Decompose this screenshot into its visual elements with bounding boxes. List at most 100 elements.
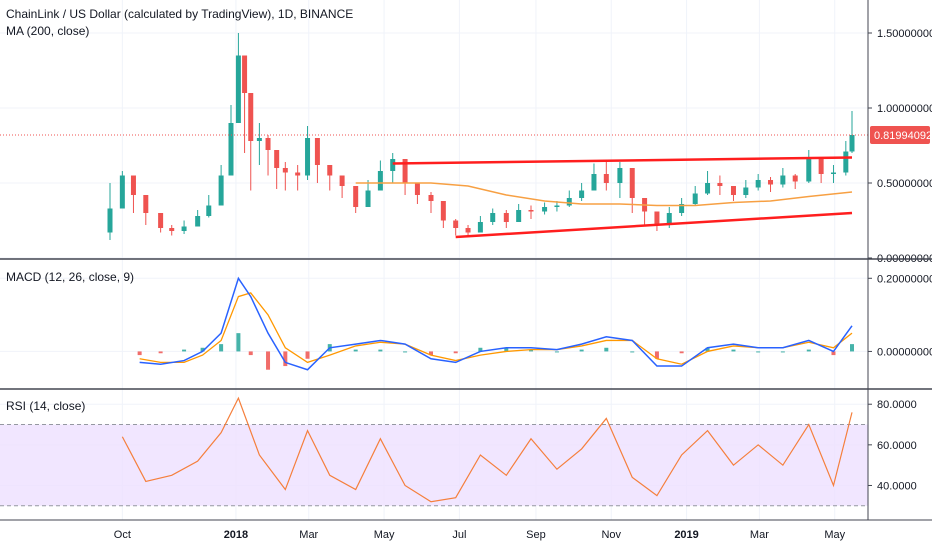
candle-body[interactable]	[603, 174, 609, 183]
candle-body[interactable]	[274, 150, 280, 168]
candle-body[interactable]	[554, 205, 560, 208]
candle-body[interactable]	[780, 175, 786, 185]
macd-histogram-bar	[731, 349, 736, 352]
candle-body[interactable]	[218, 175, 224, 206]
candle-body[interactable]	[679, 204, 685, 213]
candle-body[interactable]	[130, 175, 136, 196]
last-price-tag: 0.81994092	[870, 126, 932, 144]
candle-body[interactable]	[830, 172, 836, 175]
candle-body[interactable]	[242, 55, 248, 94]
candle-body[interactable]	[542, 207, 548, 212]
candle-body[interactable]	[566, 198, 572, 206]
candle-body[interactable]	[465, 228, 471, 233]
x-tick-label: May	[824, 529, 845, 541]
candle-body[interactable]	[428, 195, 434, 201]
candle-body[interactable]	[295, 172, 301, 176]
candle-body[interactable]	[629, 168, 635, 198]
candle-body[interactable]	[158, 213, 164, 228]
candle-body[interactable]	[528, 210, 534, 212]
candle-body[interactable]	[314, 138, 320, 165]
macd-histogram-bar	[428, 351, 433, 356]
candle-body[interactable]	[248, 93, 254, 141]
macd-line	[139, 276, 853, 371]
candle-body[interactable]	[353, 186, 359, 207]
candle-body[interactable]	[305, 138, 311, 176]
candle-body[interactable]	[654, 211, 660, 226]
candle-body[interactable]	[692, 193, 698, 205]
x-tick-label: Sep	[526, 529, 546, 541]
candle-body[interactable]	[768, 180, 774, 185]
last-price-tag-background	[870, 126, 930, 144]
candle-body[interactable]	[503, 213, 509, 222]
macd-histogram-bar	[266, 351, 271, 370]
rsi-legend-label[interactable]: RSI (14, close)	[6, 399, 86, 413]
candle-body[interactable]	[206, 205, 212, 217]
macd-histogram-bar	[554, 351, 559, 353]
macd-histogram-bar	[158, 351, 163, 354]
y-tick-label: 60.0000	[877, 440, 917, 452]
macd-pane[interactable]	[137, 276, 854, 371]
candle-body[interactable]	[666, 213, 672, 225]
candle-body[interactable]	[195, 216, 201, 227]
candle-body[interactable]	[849, 135, 855, 152]
candle-body[interactable]	[730, 186, 736, 195]
ma-legend-label[interactable]: MA (200, close)	[6, 24, 90, 38]
candle-body[interactable]	[235, 55, 241, 124]
macd-histogram-bar	[378, 349, 383, 352]
candle-body[interactable]	[256, 138, 262, 141]
candle-body[interactable]	[143, 195, 149, 213]
x-tick-label: 2019	[674, 529, 698, 541]
candle-body[interactable]	[228, 123, 234, 176]
candle-body[interactable]	[755, 180, 761, 188]
candle-body[interactable]	[282, 168, 288, 173]
candle-body[interactable]	[107, 208, 113, 233]
candle-body[interactable]	[265, 138, 271, 150]
candle-body[interactable]	[818, 159, 824, 174]
candle-body[interactable]	[792, 175, 798, 182]
candle-body[interactable]	[390, 159, 396, 171]
candle-body[interactable]	[705, 183, 711, 194]
macd-histogram-bar	[780, 351, 785, 353]
candle-body[interactable]	[591, 174, 597, 191]
macd-histogram-bar	[579, 349, 584, 352]
trendline[interactable]	[392, 156, 853, 165]
candle-body[interactable]	[181, 226, 187, 232]
candle-body[interactable]	[327, 165, 333, 176]
candle-body[interactable]	[843, 151, 849, 173]
macd-histogram-bar	[305, 351, 310, 359]
price-pane[interactable]	[0, 33, 868, 240]
candle-body[interactable]	[477, 222, 483, 233]
trendline[interactable]	[455, 211, 853, 239]
candle-body[interactable]	[743, 187, 749, 196]
candle-body[interactable]	[414, 183, 420, 195]
candle-body[interactable]	[339, 175, 345, 187]
macd-histogram-bar	[353, 349, 358, 352]
candle-body[interactable]	[365, 190, 371, 208]
candle-body[interactable]	[717, 183, 723, 186]
candle-body[interactable]	[440, 201, 446, 221]
candle-body[interactable]	[377, 171, 383, 191]
rsi-line	[121, 396, 853, 503]
candle-body[interactable]	[402, 159, 408, 183]
macd-histogram-bar	[283, 351, 288, 367]
trendline-layer[interactable]	[392, 156, 853, 239]
candle-body[interactable]	[516, 210, 522, 222]
candle-body[interactable]	[806, 159, 812, 182]
candle-body[interactable]	[617, 168, 623, 183]
candle-body[interactable]	[453, 220, 459, 229]
macd-histogram-bar	[604, 347, 609, 352]
macd-histogram-bar	[219, 344, 224, 352]
candle-body[interactable]	[169, 228, 175, 231]
y-tick-label: 1.50000000	[877, 28, 932, 40]
candle-body[interactable]	[119, 175, 125, 209]
macd-legend-label[interactable]: MACD (12, 26, close, 9)	[6, 270, 135, 284]
macd-signal-line	[139, 292, 853, 365]
macd-histogram-bar	[453, 351, 458, 354]
macd-histogram-bar	[504, 347, 509, 352]
macd-histogram-bar	[806, 349, 811, 352]
candle-body[interactable]	[490, 213, 496, 222]
rsi-pane[interactable]	[121, 396, 853, 503]
candle-body[interactable]	[579, 190, 585, 199]
